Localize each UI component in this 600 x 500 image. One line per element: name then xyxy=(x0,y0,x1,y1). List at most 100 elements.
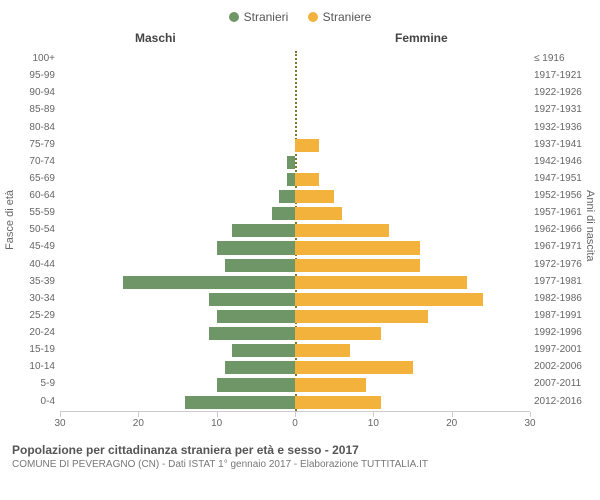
pyramid-plot: 100+≤ 191695-991917-192190-941922-192685… xyxy=(60,51,530,411)
age-label: 5-9 xyxy=(5,378,55,389)
legend: Stranieri Straniere xyxy=(0,0,600,25)
x-tick xyxy=(373,412,374,417)
bar-male xyxy=(217,241,295,254)
footer: Popolazione per cittadinanza straniera p… xyxy=(0,437,600,470)
bar-male xyxy=(123,276,295,289)
bar-male xyxy=(287,156,295,169)
birth-label: 1967-1971 xyxy=(534,241,598,252)
birth-label: 1922-1926 xyxy=(534,87,598,98)
pyramid-row: 50-541962-1966 xyxy=(60,222,530,239)
pyramid-row: 85-891927-1931 xyxy=(60,102,530,119)
x-tick xyxy=(217,412,218,417)
birth-label: 2007-2011 xyxy=(534,378,598,389)
x-tick xyxy=(452,412,453,417)
chart-container: Stranieri Straniere Maschi Femmine Fasce… xyxy=(0,0,600,500)
pyramid-row: 15-191997-2001 xyxy=(60,342,530,359)
birth-label: 2012-2016 xyxy=(534,396,598,407)
age-label: 95-99 xyxy=(5,70,55,81)
bar-male xyxy=(217,378,295,391)
birth-label: ≤ 1916 xyxy=(534,53,598,64)
x-axis: 3020100102030 xyxy=(60,411,530,437)
age-label: 10-14 xyxy=(5,361,55,372)
pyramid-row: 5-92007-2011 xyxy=(60,376,530,393)
birth-label: 1987-1991 xyxy=(534,310,598,321)
pyramid-row: 30-341982-1986 xyxy=(60,291,530,308)
legend-item-male: Stranieri xyxy=(229,10,289,24)
x-tick xyxy=(295,412,296,417)
x-tick-label: 10 xyxy=(368,418,379,429)
bar-female xyxy=(295,327,381,340)
bar-male xyxy=(287,173,295,186)
age-label: 35-39 xyxy=(5,276,55,287)
bar-female xyxy=(295,241,420,254)
age-label: 85-89 xyxy=(5,104,55,115)
age-label: 55-59 xyxy=(5,207,55,218)
x-tick-label: 30 xyxy=(524,418,535,429)
age-label: 100+ xyxy=(5,53,55,64)
legend-label-male: Stranieri xyxy=(244,10,289,24)
bar-male xyxy=(232,224,295,237)
age-label: 0-4 xyxy=(5,396,55,407)
column-headers: Maschi Femmine xyxy=(0,31,600,51)
pyramid-row: 100+≤ 1916 xyxy=(60,51,530,68)
header-female: Femmine xyxy=(395,31,448,45)
pyramid-row: 90-941922-1926 xyxy=(60,85,530,102)
bar-male xyxy=(279,190,295,203)
bar-female xyxy=(295,378,366,391)
birth-label: 1992-1996 xyxy=(534,327,598,338)
birth-label: 1947-1951 xyxy=(534,173,598,184)
birth-label: 1937-1941 xyxy=(534,139,598,150)
bar-female xyxy=(295,396,381,409)
legend-label-female: Straniere xyxy=(323,10,372,24)
bar-female xyxy=(295,207,342,220)
bar-female xyxy=(295,276,467,289)
chart-subtitle: COMUNE DI PEVERAGNO (CN) - Dati ISTAT 1°… xyxy=(12,459,588,470)
chart-title: Popolazione per cittadinanza straniera p… xyxy=(12,443,588,457)
bar-male xyxy=(209,293,295,306)
x-tick-label: 20 xyxy=(133,418,144,429)
age-label: 20-24 xyxy=(5,327,55,338)
x-tick-label: 10 xyxy=(211,418,222,429)
birth-label: 1962-1966 xyxy=(534,224,598,235)
bar-female xyxy=(295,139,319,152)
age-label: 60-64 xyxy=(5,190,55,201)
x-tick-label: 30 xyxy=(54,418,65,429)
pyramid-row: 95-991917-1921 xyxy=(60,68,530,85)
pyramid-row: 0-42012-2016 xyxy=(60,394,530,411)
pyramid-row: 75-791937-1941 xyxy=(60,137,530,154)
birth-label: 1942-1946 xyxy=(534,156,598,167)
birth-label: 1972-1976 xyxy=(534,259,598,270)
bar-female xyxy=(295,259,420,272)
legend-swatch-male xyxy=(229,12,239,22)
pyramid-row: 20-241992-1996 xyxy=(60,325,530,342)
header-male: Maschi xyxy=(135,31,176,45)
age-label: 30-34 xyxy=(5,293,55,304)
birth-label: 1927-1931 xyxy=(534,104,598,115)
pyramid-row: 55-591957-1961 xyxy=(60,205,530,222)
pyramid-row: 10-142002-2006 xyxy=(60,359,530,376)
bar-female xyxy=(295,310,428,323)
birth-label: 1957-1961 xyxy=(534,207,598,218)
x-tick xyxy=(60,412,61,417)
x-tick xyxy=(530,412,531,417)
age-label: 15-19 xyxy=(5,344,55,355)
bar-female xyxy=(295,344,350,357)
pyramid-row: 60-641952-1956 xyxy=(60,188,530,205)
bar-male xyxy=(225,259,296,272)
pyramid-row: 45-491967-1971 xyxy=(60,239,530,256)
age-label: 65-69 xyxy=(5,173,55,184)
legend-swatch-female xyxy=(308,12,318,22)
bar-male xyxy=(232,344,295,357)
bar-female xyxy=(295,173,319,186)
age-label: 90-94 xyxy=(5,87,55,98)
birth-label: 1917-1921 xyxy=(534,70,598,81)
age-label: 25-29 xyxy=(5,310,55,321)
pyramid-row: 80-841932-1936 xyxy=(60,120,530,137)
age-label: 50-54 xyxy=(5,224,55,235)
bar-male xyxy=(217,310,295,323)
bar-female xyxy=(295,224,389,237)
x-tick-label: 20 xyxy=(446,418,457,429)
x-tick xyxy=(138,412,139,417)
pyramid-row: 25-291987-1991 xyxy=(60,308,530,325)
x-tick-label: 0 xyxy=(292,418,298,429)
